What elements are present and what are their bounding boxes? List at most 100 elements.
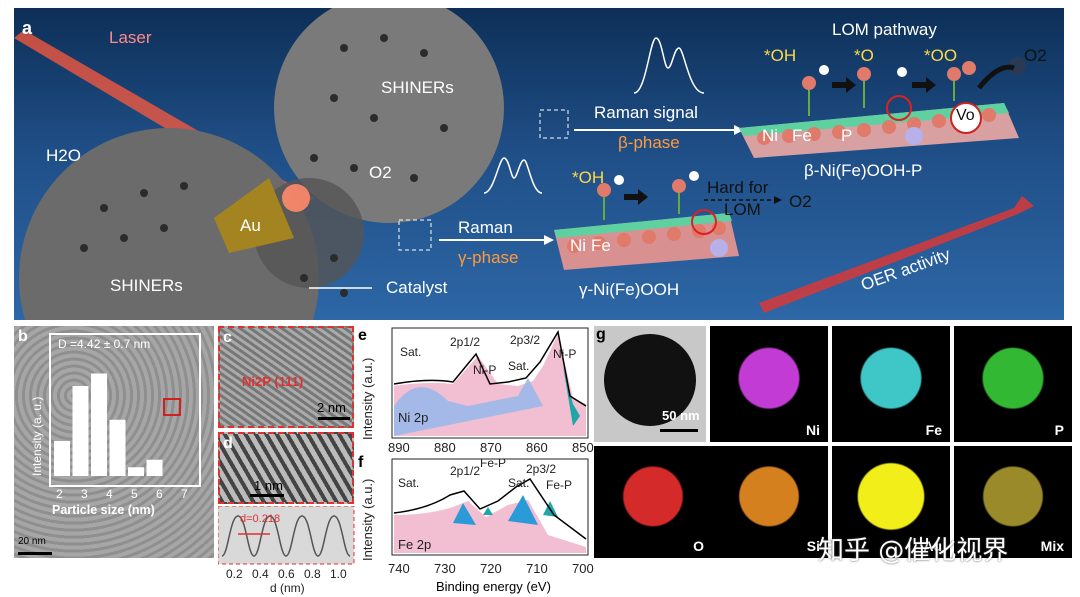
f-peak-label: Sat.	[398, 476, 419, 490]
scale-bar-line-b	[18, 552, 52, 555]
e-peak-label: Ni-P	[473, 363, 496, 377]
o2-top-label: O2	[1024, 46, 1047, 65]
au-label: Au	[240, 216, 261, 235]
gamma-phase-label: γ-phase	[458, 248, 519, 267]
eds-map-mix: Mix	[954, 446, 1072, 558]
f-tick-label: 730	[434, 561, 456, 576]
hist-tick-label: 7	[181, 487, 188, 501]
e-tick-label: 850	[572, 440, 594, 455]
eds-map-label: Au	[923, 538, 942, 554]
o2-label: O2	[369, 163, 392, 182]
lattice-label-c: Ni2P (111)	[242, 374, 304, 389]
shiners-bottom-label: SHINERs	[110, 276, 183, 295]
e-tick-label: 870	[480, 440, 502, 455]
raman-signal-label: Raman signal	[594, 103, 698, 122]
adsorbates-bottom	[597, 171, 717, 235]
hist-tick-label: 6	[156, 487, 163, 501]
oo-top-label: *OO	[924, 46, 958, 65]
eds-map-label: Fe	[925, 422, 942, 438]
d-tick-label: 0.2	[226, 567, 243, 581]
eds-map-si: Si	[710, 446, 828, 558]
scale-bar-line-g	[660, 429, 698, 432]
f-peak-label: Sat.	[508, 476, 529, 490]
raman-spectrum-beta	[633, 37, 705, 94]
f-peak-label: 2p1/2	[450, 464, 480, 478]
f-tick-label: 720	[480, 561, 502, 576]
f-peak-label: Fe-P	[546, 478, 572, 492]
f-tick-label: 710	[526, 561, 548, 576]
scale-bar-b: 20 nm	[18, 536, 46, 547]
dashed-box-beta	[539, 109, 569, 139]
au-core	[214, 178, 294, 253]
shiner-sphere-top	[274, 8, 504, 223]
raman-label: Raman	[458, 218, 513, 237]
ni-label: Ni	[762, 126, 779, 145]
hist-xlabel: Particle size (nm)	[52, 503, 155, 517]
eds-map-label: O	[693, 538, 704, 554]
sphere-dots	[80, 34, 448, 297]
panel-letter-d: d	[223, 435, 233, 452]
eds-map-o: O	[594, 446, 712, 558]
scale-bar-line-c	[318, 417, 350, 420]
d-spacing-label: d=0.218	[240, 513, 280, 525]
panel-letter-f: f	[358, 455, 364, 471]
eds-map-p: P	[954, 326, 1072, 442]
laser-spot	[282, 184, 310, 212]
hist-bar	[91, 373, 107, 476]
vo-label: Vo	[956, 107, 975, 124]
hard-for-label: Hard for	[707, 178, 769, 197]
e-tick-label: 860	[526, 440, 548, 455]
ni2-label: Ni	[570, 236, 587, 255]
lom-pathway-label: LOM pathway	[832, 20, 937, 39]
f-peak-label: 2p3/2	[526, 462, 556, 476]
gamma-product-label: γ-Ni(Fe)OOH	[579, 280, 680, 299]
hist-tick-label: 3	[81, 487, 88, 501]
panel-d-fft: d 1 nm	[218, 432, 354, 504]
d-xlabel: d (nm)	[270, 581, 305, 595]
highlight-box-b	[163, 398, 181, 416]
f-tick-label: 740	[388, 561, 410, 576]
o2-bottom-label: O2	[789, 192, 812, 211]
f-element: Fe 2p	[398, 537, 431, 552]
hist-bar	[109, 419, 126, 476]
hist-bar	[54, 441, 70, 476]
beta-product-label: β-Ni(Fe)OOH-P	[804, 161, 923, 180]
line-profile-d: d=0.218 0.2 0.4 0.6 0.8 1.0 d (nm)	[218, 506, 355, 595]
catalyst-label: Catalyst	[386, 278, 448, 297]
e-peak-label: Ni-P	[553, 347, 576, 361]
beta-phase-label: β-phase	[618, 133, 680, 152]
e-tick-label: 880	[434, 440, 456, 455]
hist-ylabel: Intensity (a. u.)	[30, 397, 44, 476]
panel-c-hrtem: c Ni2P (111) 2 nm	[218, 326, 354, 428]
d-tick-label: 1.0	[330, 567, 347, 581]
hist-bar	[128, 467, 144, 476]
size-d-text: D =4.42 ± 0.7 nm	[58, 337, 150, 351]
f-xlabel: Binding energy (eV)	[436, 579, 551, 594]
shiner-sphere-left	[19, 128, 319, 320]
hist-tick-label: 4	[106, 487, 113, 501]
oer-arrow	[759, 196, 1034, 313]
scale-bar-line-d	[250, 494, 284, 497]
scale-bar-c: 2 nm	[317, 400, 346, 415]
f-ylabel: Intensity (a.u.)	[360, 479, 375, 561]
vo-badge	[950, 102, 982, 134]
adsorbates-top	[802, 57, 1026, 121]
panel-letter-a: a	[22, 18, 33, 38]
raman-spectrum-gamma	[483, 157, 543, 194]
panel-letter-e: e	[358, 327, 367, 344]
o-top-label: *O	[854, 46, 874, 65]
d-tick-label: 0.4	[252, 567, 269, 581]
lom-label: LOM	[724, 200, 761, 219]
e-peak-label: Sat.	[508, 359, 529, 373]
scale-bar-g: 50 nm	[662, 408, 700, 423]
nanoparticle-image	[604, 334, 696, 426]
e-ylabel: Intensity (a.u.)	[360, 358, 375, 440]
eds-map-label: Ni	[806, 422, 820, 438]
hist-tick-label: 2	[56, 487, 63, 501]
fe2-label: Fe	[591, 236, 611, 255]
watermark: 知乎 @催化视界	[818, 536, 1009, 566]
xps-ni2p: Intensity (a.u.) Ni 2p Sat. 2p1/2 Ni-P 2p3/…	[358, 327, 594, 455]
fe-label: Fe	[792, 126, 812, 145]
panel-a-schematic: a Laser H2O SHINERs SHINERs Au O2 Cataly…	[14, 8, 1064, 320]
schematic-art	[14, 8, 1034, 320]
